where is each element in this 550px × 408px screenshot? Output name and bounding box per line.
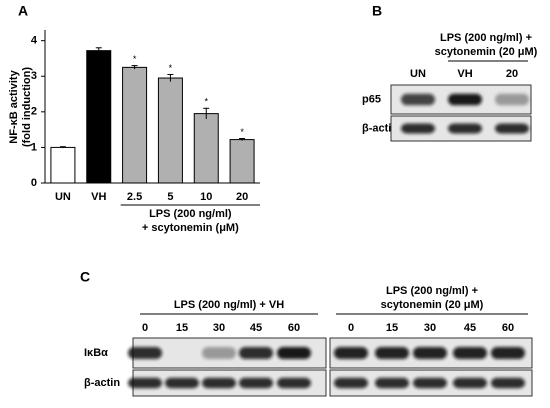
bar	[122, 66, 148, 184]
band	[413, 377, 447, 389]
blot-header: scytonemin (20 μM)	[435, 46, 538, 58]
band	[165, 377, 199, 389]
bar	[50, 146, 76, 184]
band	[495, 93, 529, 106]
y-tick-label: 2	[31, 106, 37, 118]
bar	[193, 113, 219, 184]
y-tick-label: 4	[31, 35, 38, 47]
blot-header: scytonemin (20 μM)	[381, 299, 484, 311]
x-tick-label: 20	[236, 191, 248, 203]
row-label: β-actin	[84, 377, 120, 389]
significance-mark: *	[133, 54, 137, 64]
band	[491, 347, 525, 359]
bar	[229, 139, 255, 184]
panel-label: B	[372, 3, 382, 19]
blot-header: LPS (200 ng/ml) +	[386, 285, 478, 297]
x-tick-label: 5	[167, 191, 173, 203]
significance-mark: *	[204, 97, 208, 107]
lane-label: 45	[464, 322, 476, 334]
lane-label: VH	[457, 68, 472, 80]
band	[202, 377, 236, 389]
lane-label: 0	[142, 322, 148, 334]
row-label: β-actin	[362, 122, 398, 134]
band	[239, 377, 273, 389]
lane-label: 15	[176, 322, 188, 334]
band	[277, 377, 311, 389]
lane-label: UN	[410, 68, 426, 80]
lane-label: 60	[288, 322, 300, 334]
band	[334, 347, 368, 359]
band	[239, 347, 273, 359]
significance-mark: *	[169, 63, 173, 73]
x-tick-label: 2.5	[127, 191, 142, 203]
band	[375, 377, 409, 389]
row-label: IκBα	[84, 347, 108, 359]
y-tick-label: 1	[31, 141, 37, 153]
lane-label: 30	[213, 322, 225, 334]
y-tick-label: 0	[31, 177, 37, 189]
lane-label: 20	[506, 68, 518, 80]
lane-label: 30	[424, 322, 436, 334]
band	[448, 93, 482, 106]
band	[334, 377, 368, 389]
bar	[86, 50, 112, 184]
blot-header: LPS (200 ng/ml) + VH	[174, 299, 284, 311]
band	[128, 377, 162, 389]
y-tick-label: 3	[31, 70, 37, 82]
band	[491, 377, 525, 389]
band	[453, 347, 487, 359]
x-tick-label: UN	[55, 191, 71, 203]
panel-label: A	[18, 3, 28, 19]
x-axis-label: + scytonemin (μM)	[142, 222, 239, 234]
significance-mark: *	[240, 127, 244, 137]
y-axis-label: (fold induction)	[21, 67, 33, 147]
band	[202, 347, 236, 359]
band	[128, 347, 162, 359]
x-tick-label: VH	[91, 191, 106, 203]
band	[453, 377, 487, 389]
blot-header: LPS (200 ng/ml) +	[440, 32, 532, 44]
band	[401, 123, 435, 134]
band	[413, 347, 447, 359]
band	[401, 93, 435, 106]
band	[448, 123, 482, 134]
y-axis-label: NF-κB activity	[8, 69, 20, 143]
lane-label: 15	[386, 322, 398, 334]
band	[375, 347, 409, 359]
lane-label: 45	[250, 322, 262, 334]
lane-label: 60	[502, 322, 514, 334]
bar	[157, 77, 183, 184]
band	[495, 123, 529, 134]
band	[277, 347, 311, 359]
row-label: p65	[362, 93, 381, 105]
x-axis-label: LPS (200 ng/ml)	[149, 208, 232, 220]
x-tick-label: 10	[200, 191, 212, 203]
panel-label: C	[80, 269, 90, 285]
lane-label: 0	[348, 322, 354, 334]
